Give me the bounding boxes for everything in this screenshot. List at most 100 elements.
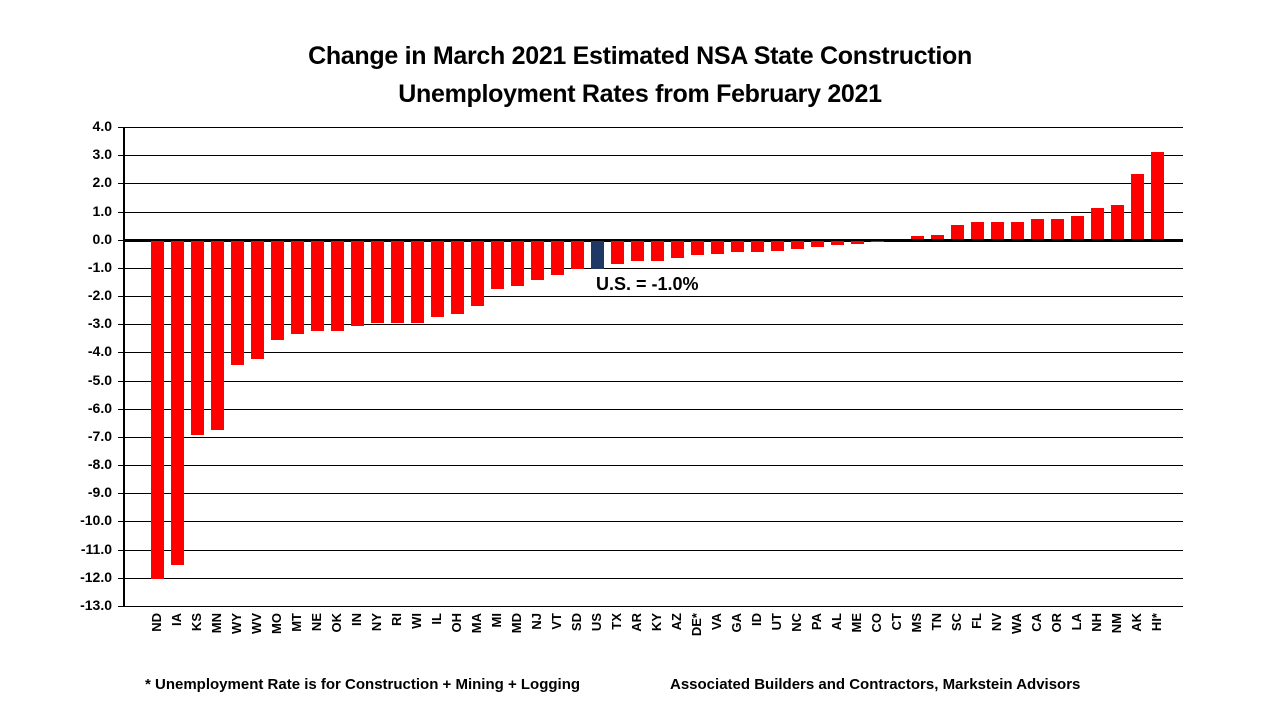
footnote-text: * Unemployment Rate is for Construction …	[145, 676, 581, 693]
bar-WI	[411, 241, 424, 323]
x-axis-label-SC: SC	[949, 613, 964, 632]
bar-KS	[191, 241, 204, 435]
x-axis-label-AR: AR	[629, 613, 644, 632]
bar-MA	[471, 241, 484, 306]
bar-UT	[771, 241, 784, 251]
y-tick-4.0	[118, 127, 125, 128]
x-axis-label-CA: CA	[1029, 613, 1044, 632]
gridline--5.0	[125, 381, 1183, 382]
y-tick-3.0	[118, 155, 125, 156]
gridline--11.0	[125, 550, 1183, 551]
x-axis-label-AZ: AZ	[669, 613, 684, 631]
bar-SD	[571, 241, 584, 269]
bar-NC	[791, 241, 804, 249]
y-axis-label--8.0: -8.0	[87, 456, 112, 472]
x-axis-label-NY: NY	[369, 613, 384, 632]
x-axis-label-NV: NV	[989, 613, 1004, 632]
y-tick--6.0	[118, 409, 125, 410]
bar-VT	[551, 241, 564, 275]
bar-NV	[991, 222, 1004, 239]
y-axis-label--9.0: -9.0	[87, 484, 112, 500]
zero-axis-line	[125, 239, 1183, 242]
x-axis-label-OK: OK	[329, 613, 344, 633]
x-axis-label-AL: AL	[829, 613, 844, 631]
bar-AK	[1131, 174, 1144, 239]
y-tick-1.0	[118, 212, 125, 213]
x-axis-label-OH: OH	[449, 613, 464, 633]
x-axis-label-MD: MD	[509, 613, 524, 634]
x-axis-label-MI: MI	[489, 613, 504, 628]
gridline--13.0	[125, 606, 1183, 607]
bar-TN	[931, 235, 944, 239]
gridline--12.0	[125, 578, 1183, 579]
y-axis-label--13.0: -13.0	[80, 597, 112, 613]
x-axis-label-WI: WI	[409, 613, 424, 629]
bar-AR	[631, 241, 644, 261]
source-attribution: Associated Builders and Contractors, Mar…	[670, 676, 1081, 693]
bar-MT	[291, 241, 304, 334]
bar-IN	[351, 241, 364, 326]
x-axis-label-HI*: HI*	[1149, 613, 1164, 632]
x-axis-label-NH: NH	[1089, 613, 1104, 632]
x-axis-label-NJ: NJ	[529, 613, 544, 630]
bar-NM	[1111, 205, 1124, 239]
bar-ND	[151, 241, 164, 579]
bar-MS	[911, 236, 924, 239]
bar-MD	[511, 241, 524, 286]
bar-NH	[1091, 208, 1104, 239]
y-tick--7.0	[118, 437, 125, 438]
x-axis-label-ID: ID	[749, 613, 764, 626]
y-axis-label-3.0: 3.0	[92, 146, 112, 162]
gridline--3.0	[125, 324, 1183, 325]
x-axis-label-GA: GA	[729, 613, 744, 633]
y-tick--1.0	[118, 268, 125, 269]
gridline--6.0	[125, 409, 1183, 410]
y-tick-2.0	[118, 183, 125, 184]
x-axis-label-IL: IL	[429, 613, 444, 625]
bar-GA	[731, 241, 744, 252]
bar-OH	[451, 241, 464, 314]
x-axis-label-MT: MT	[289, 613, 304, 632]
y-tick--12.0	[118, 578, 125, 579]
x-axis-label-ND: ND	[149, 613, 164, 632]
y-axis-label--2.0: -2.0	[87, 287, 112, 303]
bar-FL	[971, 222, 984, 239]
x-axis-label-VT: VT	[549, 613, 564, 630]
y-axis-label-4.0: 4.0	[92, 118, 112, 134]
bar-MI	[491, 241, 504, 289]
y-tick--13.0	[118, 606, 125, 607]
y-tick-0.0	[118, 240, 125, 241]
x-axis-label-OR: OR	[1049, 613, 1064, 633]
bar-NY	[371, 241, 384, 323]
gridline-3.0	[125, 155, 1183, 156]
bar-ME	[851, 241, 864, 244]
x-axis-label-MO: MO	[269, 613, 284, 634]
gridline-4.0	[125, 127, 1183, 128]
bar-AL	[831, 241, 844, 245]
y-axis-label--3.0: -3.0	[87, 315, 112, 331]
y-tick--2.0	[118, 296, 125, 297]
x-axis-label-WV: WV	[249, 613, 264, 634]
x-axis-label-RI: RI	[389, 613, 404, 626]
gridline-1.0	[125, 212, 1183, 213]
bar-US	[591, 241, 604, 269]
y-axis-label--12.0: -12.0	[80, 569, 112, 585]
x-axis-label-CT: CT	[889, 613, 904, 631]
x-axis-label-NM: NM	[1109, 613, 1124, 634]
bar-OR	[1051, 219, 1064, 239]
bar-TX	[611, 241, 624, 264]
bar-AZ	[671, 241, 684, 258]
y-tick--3.0	[118, 324, 125, 325]
bar-MN	[211, 241, 224, 430]
x-axis-label-DE*: DE*	[689, 613, 704, 637]
y-tick--9.0	[118, 493, 125, 494]
bar-SC	[951, 225, 964, 239]
bar-RI	[391, 241, 404, 323]
gridline--10.0	[125, 521, 1183, 522]
x-axis-label-UT: UT	[769, 613, 784, 631]
x-axis-label-NE: NE	[309, 613, 324, 632]
bar-WA	[1011, 222, 1024, 239]
bar-HI*	[1151, 152, 1164, 239]
bar-VA	[711, 241, 724, 254]
